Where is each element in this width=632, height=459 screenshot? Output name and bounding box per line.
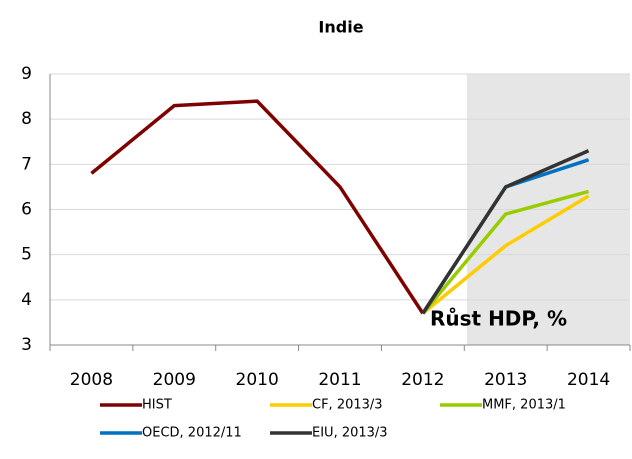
x-tick-label: 2011 xyxy=(318,370,361,390)
series-line xyxy=(421,194,590,315)
x-tick-label: 2013 xyxy=(484,370,527,390)
legend-label: CF, 2013/3 xyxy=(312,398,383,413)
legend-label: MMF, 2013/1 xyxy=(482,398,566,413)
series-line xyxy=(90,99,425,315)
x-tick-label: 2009 xyxy=(153,370,196,390)
x-tick-label: 2010 xyxy=(236,370,279,390)
y-tick-label: 4 xyxy=(21,290,32,310)
y-tick-label: 8 xyxy=(21,109,32,129)
legend-label: EIU, 2013/3 xyxy=(312,426,388,441)
y-tick-label: 9 xyxy=(21,64,32,84)
y-tick-label: 6 xyxy=(21,200,32,220)
x-tick-label: 2014 xyxy=(567,370,610,390)
y-tick-label: 3 xyxy=(21,335,32,355)
y-tick-label: 7 xyxy=(21,154,32,174)
x-tick-label: 2008 xyxy=(70,370,113,390)
series-line xyxy=(421,149,590,315)
y-tick-label: 5 xyxy=(21,245,32,265)
annotation: Růst HDP, % xyxy=(430,307,567,331)
legend-label: OECD, 2012/11 xyxy=(142,426,242,441)
legend-label: HIST xyxy=(142,398,172,413)
series-line xyxy=(421,189,590,315)
x-tick-label: 2012 xyxy=(401,370,444,390)
chart-title: Indie xyxy=(318,18,363,37)
